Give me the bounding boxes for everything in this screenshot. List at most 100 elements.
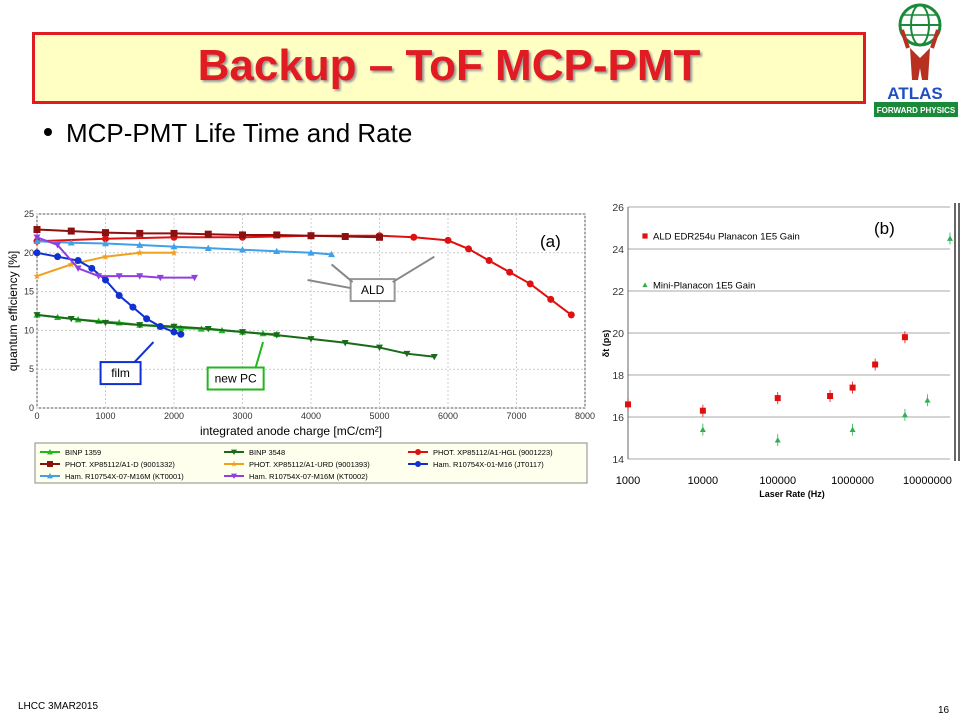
data-point-a	[67, 227, 75, 235]
data-point-a	[376, 344, 383, 351]
data-point-a	[273, 332, 281, 339]
data-point-a	[273, 247, 281, 255]
legend-marker-a	[415, 461, 421, 467]
data-point-a	[33, 272, 41, 280]
legend-label-a: PHOT. XP85112/A1-D (9001332)	[65, 460, 175, 469]
series-line-a	[36, 236, 195, 279]
data-point-a	[465, 245, 473, 253]
annotation-arrow-a	[307, 278, 351, 290]
x-tick-label-b: 10000000	[903, 475, 952, 487]
panel-label-a: (a)	[540, 232, 561, 251]
data-point-a	[156, 323, 164, 331]
data-point-a	[129, 303, 137, 311]
logo-text: ATLAS	[887, 84, 942, 103]
data-point-a	[74, 257, 82, 265]
legend-marker-a	[47, 449, 53, 455]
data-point-a	[403, 350, 411, 358]
y-tick-label-a: 25	[24, 209, 34, 219]
data-point-a	[170, 243, 178, 250]
data-point-b	[699, 426, 706, 432]
x-axis-label-a: integrated anode charge [mC/cm²]	[200, 424, 382, 438]
annotation-arrow-a	[330, 263, 354, 283]
data-point-a	[328, 250, 336, 258]
legend-label-b: ALD EDR254u Planacon 1E5 Gain	[653, 232, 800, 243]
data-point-a	[33, 226, 41, 234]
data-point-a	[506, 268, 514, 276]
series-a-2	[33, 232, 575, 319]
y-axis-label-b: δt (ps)	[601, 330, 611, 357]
x-tick-label-a: 2000	[164, 411, 184, 421]
data-point-b	[849, 384, 856, 391]
bullet-text: MCP-PMT Life Time and Rate	[66, 118, 413, 148]
data-point-a	[204, 230, 212, 238]
annotation-arrow-a	[392, 255, 435, 283]
data-point-a	[54, 253, 62, 261]
legend-box-a	[34, 442, 588, 484]
y-tick-label-b: 16	[612, 412, 624, 424]
legend-label-a: PHOT. XP85112/A1-URD (9001393)	[249, 460, 370, 469]
data-point-a	[102, 276, 109, 284]
data-point-a	[170, 323, 178, 331]
footer-label: LHCC 3MAR2015	[18, 701, 99, 712]
annotation-box-a	[349, 278, 396, 303]
y-tick-label-a: 5	[29, 364, 34, 374]
slide-title: Backup – ToF MCP-PMT	[197, 41, 701, 90]
legend-marker-a	[47, 473, 53, 479]
legend-marker-b	[642, 233, 648, 239]
data-point-a	[567, 311, 575, 319]
series-b-0	[625, 331, 908, 417]
panel-label-b: (b)	[874, 219, 895, 238]
y-tick-label-b: 18	[612, 370, 624, 382]
annotation-box-a	[206, 366, 265, 391]
data-point-a	[115, 273, 123, 280]
y-tick-label-b: 14	[612, 454, 624, 466]
data-point-a	[170, 248, 178, 256]
atlas-logo: ATLAS FORWARD PHYSICS	[874, 3, 958, 117]
data-point-a	[547, 295, 555, 303]
logo-subtext: FORWARD PHYSICS	[877, 106, 956, 115]
x-tick-label-b: 10000	[688, 475, 719, 487]
x-tick-label-a: 5000	[369, 411, 389, 421]
x-tick-label-b: 1000000	[831, 475, 874, 487]
legend-label-a: BINP 3548	[249, 448, 285, 457]
series-a-3	[33, 226, 383, 241]
data-point-a	[33, 249, 41, 257]
data-point-a	[115, 291, 123, 299]
series-a-1	[33, 312, 438, 361]
data-point-a	[88, 264, 96, 272]
series-a-7	[33, 234, 199, 282]
legend-label-a: BINP 1359	[65, 448, 101, 457]
chart-timing-vs-rate: 14 16 18 20 22 24 26 1000 10000 100000 1000000 1000…	[601, 203, 960, 499]
annotation-text-a: ALD	[361, 283, 385, 297]
data-point-a	[485, 257, 493, 265]
data-point-a	[204, 244, 212, 251]
data-point-a	[136, 273, 144, 280]
legend-marker-a	[230, 460, 238, 467]
data-point-a	[273, 231, 281, 239]
series-b-1	[699, 232, 953, 447]
x-tick-label-b: 100000	[759, 475, 796, 487]
data-point-b	[901, 411, 908, 418]
data-point-a	[101, 252, 110, 260]
annotation-text-a: new PC	[215, 372, 257, 386]
data-point-a	[307, 336, 315, 343]
data-point-b	[827, 393, 834, 399]
data-point-a	[376, 233, 383, 241]
x-tick-label-a: 0	[34, 411, 39, 421]
annotation-arrow-a	[254, 341, 265, 368]
data-point-a	[67, 239, 75, 246]
data-point-a	[74, 265, 82, 272]
y-tick-label-b: 24	[612, 244, 624, 256]
legend-marker-a	[231, 473, 237, 479]
legend-label-a: PHOT. XP85112/A1-HGL (9001223)	[433, 448, 553, 457]
series-a-6	[33, 237, 336, 258]
data-point-a	[239, 231, 246, 239]
data-point-a	[239, 246, 246, 253]
legend-label-a: Ham. R10754X-07-M16M (KT0002)	[249, 472, 368, 481]
page-number: 16	[938, 705, 950, 716]
y-tick-label-b: 20	[612, 328, 624, 340]
data-point-b	[849, 426, 856, 432]
data-point-a	[170, 229, 178, 237]
annotation-arrow-a	[133, 341, 155, 363]
legend-label-a: Ham. R10754X-01-M16 (JT0117)	[433, 460, 544, 469]
